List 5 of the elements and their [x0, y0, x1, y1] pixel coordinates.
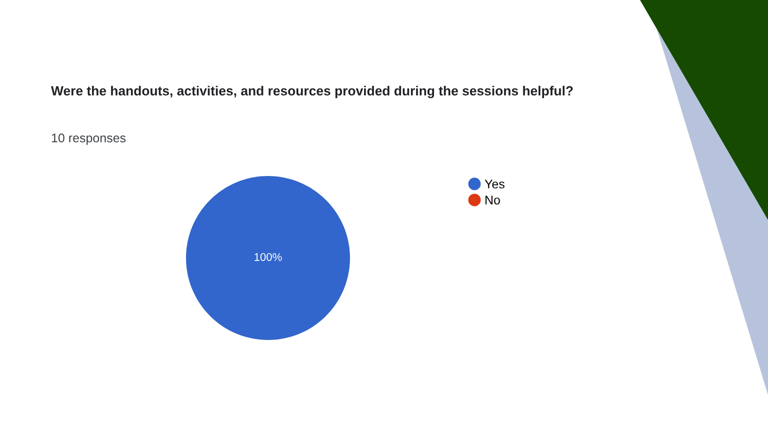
legend-label: Yes	[484, 180, 504, 188]
chart-subtitle: 10 responses	[52, 134, 126, 145]
chart-title: Were the handouts, activities, and resources provided during the sessions helpful?	[51, 86, 573, 98]
legend-label: No	[486, 196, 500, 204]
data-label: 100%	[254, 253, 282, 261]
